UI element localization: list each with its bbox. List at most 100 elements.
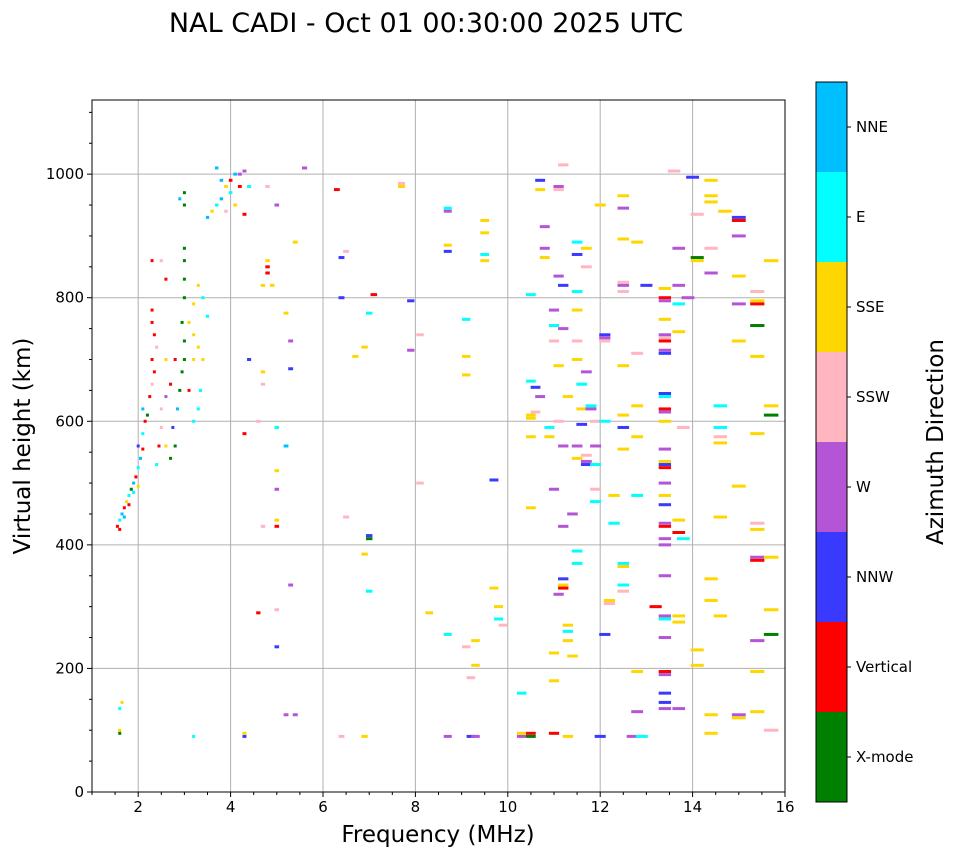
data-point-w (539, 225, 550, 229)
data-point-ssw (603, 602, 616, 606)
data-point-vertical (333, 188, 340, 192)
data-point-nne (120, 512, 124, 516)
data-point-e (571, 240, 583, 244)
data-point-e (365, 589, 373, 593)
data-point-nne (205, 215, 210, 219)
data-point-ssw (558, 163, 569, 167)
data-point-w (731, 713, 746, 717)
y-axis: 0 200 400 600 800 1000 (46, 111, 92, 801)
colorbar-tick-label: NNE (856, 118, 888, 136)
data-point-w (443, 734, 452, 738)
data-point-ssw (580, 453, 592, 457)
data-point-sse (562, 623, 574, 627)
colorbar-segment (816, 712, 847, 802)
data-point-x-mode (169, 456, 173, 460)
data-point-sse (558, 583, 569, 587)
data-point-sse (658, 317, 672, 321)
data-point-nnw (407, 299, 415, 303)
data-point-w (558, 444, 569, 448)
data-point-x-mode (173, 444, 177, 448)
data-point-e (526, 379, 536, 383)
data-point-w (237, 172, 242, 176)
data-point-sse (731, 484, 746, 488)
data-point-w (539, 246, 550, 250)
data-point-ssw (256, 419, 261, 423)
data-point-w (516, 734, 527, 738)
data-point-vertical (152, 333, 156, 337)
data-point-ssw (462, 645, 471, 649)
data-point-nnw (247, 358, 252, 361)
data-point-sse (516, 731, 527, 735)
data-point-sse (763, 608, 779, 612)
data-point-e (462, 317, 471, 321)
data-point-w (288, 339, 294, 343)
data-point-nnw (242, 734, 247, 738)
colorbar-tick-label: X-mode (856, 748, 913, 766)
x-tick-label: 6 (318, 798, 328, 816)
data-point-w (585, 407, 597, 411)
data-point-sse (361, 345, 368, 349)
data-point-sse (260, 370, 266, 374)
data-point-vertical (237, 185, 242, 188)
data-point-nne (283, 444, 289, 448)
data-point-e (548, 324, 560, 328)
data-point-e (274, 425, 280, 429)
data-point-x-mode (690, 256, 704, 260)
data-point-w (548, 308, 560, 312)
x-tick-label: 10 (498, 798, 517, 816)
data-point-nnw (599, 333, 611, 337)
data-point-sse (631, 670, 644, 674)
data-point-sse (603, 598, 616, 602)
data-point-x-mode (180, 370, 184, 374)
data-point-e (365, 311, 373, 315)
data-point-sse (224, 185, 228, 188)
data-point-w (553, 274, 564, 278)
colorbar-segment (816, 442, 847, 532)
data-point-sse (480, 259, 490, 263)
data-point-nnw (274, 645, 280, 649)
data-point-sse (192, 302, 196, 306)
data-point-sse (535, 188, 546, 192)
data-point-sse (526, 435, 536, 439)
data-point-w (658, 574, 672, 578)
data-point-ssw (260, 382, 266, 386)
data-point-vertical (148, 395, 152, 399)
data-point-sse (763, 259, 779, 263)
x-tick-label: 2 (133, 798, 143, 816)
data-point-w (471, 734, 480, 738)
data-point-sse (658, 459, 672, 463)
data-point-x-mode (526, 734, 536, 738)
data-point-sse (672, 620, 686, 624)
data-point-nnw (658, 700, 672, 704)
data-point-sse (233, 203, 238, 207)
data-point-sse (480, 231, 490, 235)
data-point-e (544, 425, 555, 429)
data-point-sse (594, 203, 606, 207)
data-point-vertical (152, 370, 156, 374)
data-point-e (443, 206, 452, 210)
data-point-vertical (150, 358, 154, 361)
data-point-ssw (590, 487, 602, 491)
data-point-sse (425, 611, 434, 615)
data-point-sse (658, 286, 672, 290)
data-point-vertical (658, 670, 672, 674)
colorbar-segment (816, 82, 847, 172)
data-point-sse (750, 299, 765, 303)
data-point-vertical (115, 524, 119, 528)
data-point-e (205, 314, 210, 318)
data-point-e (192, 419, 196, 423)
data-point-nnw (658, 391, 672, 395)
data-point-nnw (640, 283, 653, 287)
data-point-sse (397, 185, 406, 188)
data-point-sse (580, 246, 592, 250)
data-point-w (407, 348, 415, 352)
data-point-e (617, 561, 630, 565)
data-point-ssw (658, 336, 672, 340)
data-point-e (676, 537, 690, 541)
data-point-w (580, 370, 592, 374)
data-point-sse (571, 358, 583, 361)
data-point-sse (617, 564, 630, 568)
data-point-w (443, 209, 452, 213)
data-point-sse (617, 413, 630, 417)
data-point-vertical (242, 212, 247, 216)
